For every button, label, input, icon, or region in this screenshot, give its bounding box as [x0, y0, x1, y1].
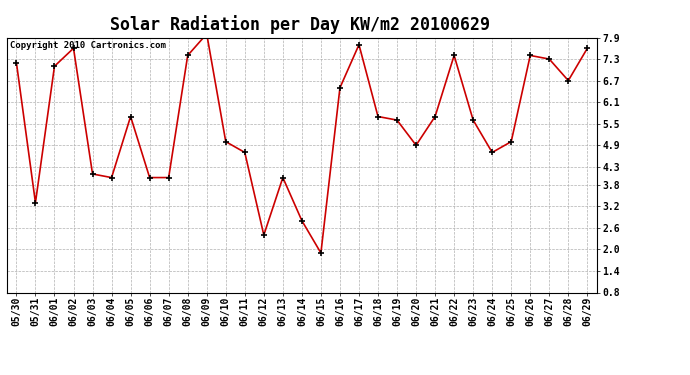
- Text: Copyright 2010 Cartronics.com: Copyright 2010 Cartronics.com: [10, 41, 166, 50]
- Text: Solar Radiation per Day KW/m2 20100629: Solar Radiation per Day KW/m2 20100629: [110, 15, 490, 34]
